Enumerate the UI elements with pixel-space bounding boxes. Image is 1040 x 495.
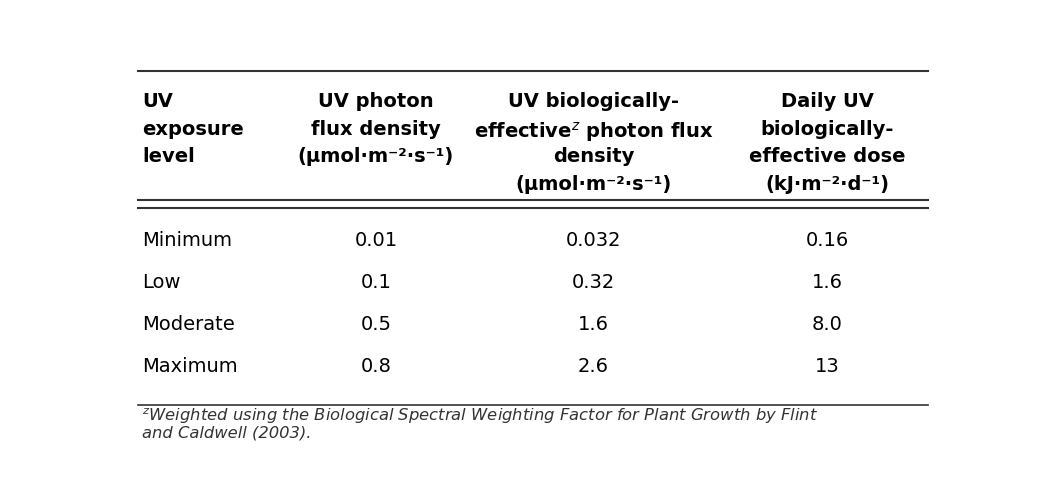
Text: 1.6: 1.6 (811, 273, 842, 292)
Text: 13: 13 (814, 357, 839, 376)
Text: Minimum: Minimum (142, 231, 232, 250)
Text: UV photon: UV photon (318, 92, 434, 111)
Text: and Caldwell (2003).: and Caldwell (2003). (142, 425, 312, 441)
Text: 0.032: 0.032 (566, 231, 621, 250)
Text: 1.6: 1.6 (578, 315, 609, 334)
Text: effective dose: effective dose (749, 148, 906, 166)
Text: flux density: flux density (311, 120, 441, 139)
Text: effective$^z$ photon flux: effective$^z$ photon flux (473, 120, 713, 144)
Text: 0.01: 0.01 (355, 231, 397, 250)
Text: UV: UV (142, 92, 173, 111)
Text: Moderate: Moderate (142, 315, 235, 334)
Text: 0.8: 0.8 (361, 357, 391, 376)
Text: Low: Low (142, 273, 181, 292)
Text: 8.0: 8.0 (812, 315, 842, 334)
Text: 0.32: 0.32 (572, 273, 615, 292)
Text: exposure: exposure (142, 120, 243, 139)
Text: (μmol·m⁻²·s⁻¹): (μmol·m⁻²·s⁻¹) (516, 175, 672, 194)
Text: biologically-: biologically- (760, 120, 893, 139)
Text: 0.16: 0.16 (806, 231, 849, 250)
Text: (kJ·m⁻²·d⁻¹): (kJ·m⁻²·d⁻¹) (765, 175, 889, 194)
Text: UV biologically-: UV biologically- (508, 92, 679, 111)
Text: 0.1: 0.1 (361, 273, 391, 292)
Text: Maximum: Maximum (142, 357, 238, 376)
Text: 0.5: 0.5 (360, 315, 391, 334)
Text: 2.6: 2.6 (578, 357, 609, 376)
Text: (μmol·m⁻²·s⁻¹): (μmol·m⁻²·s⁻¹) (297, 148, 453, 166)
Text: $^z$Weighted using the Biological Spectral Weighting Factor for Plant Growth by : $^z$Weighted using the Biological Spectr… (142, 407, 818, 426)
Text: level: level (142, 148, 194, 166)
Text: Daily UV: Daily UV (781, 92, 874, 111)
Text: density: density (553, 148, 634, 166)
